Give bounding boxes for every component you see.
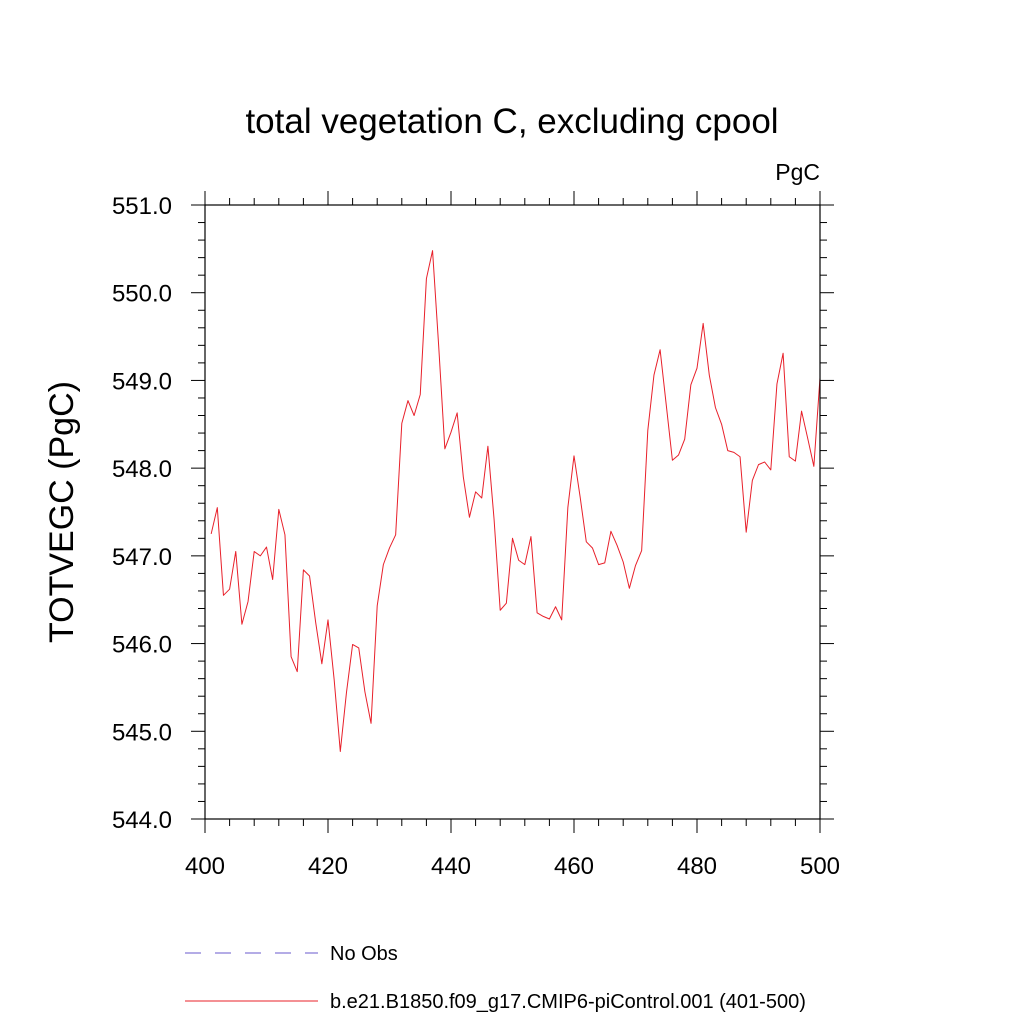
y-tick-label: 548.0 [112,456,172,483]
series-layer [210,250,821,752]
units-label: PgC [775,159,820,185]
x-tick-label: 480 [677,853,717,880]
y-tick-label: 549.0 [112,368,172,395]
axis-ticks [191,191,834,833]
legend-label-no-obs: No Obs [330,943,398,965]
x-tick-label: 440 [431,853,471,880]
y-tick-label: 546.0 [112,632,172,659]
tick-labels: 400 420 440 460 480 500 544.0 545.0 546.0 547.0 54… [112,193,840,880]
x-tick-label: 400 [185,853,225,880]
chart-title: total vegetation C, excluding cpool [245,102,778,141]
y-tick-label: 547.0 [112,544,172,571]
x-tick-label: 500 [800,853,840,880]
y-tick-label: 551.0 [112,193,172,220]
series-line-0 [210,250,821,752]
plot-frame [204,204,821,820]
y-tick-label: 545.0 [112,719,172,746]
y-tick-label: 550.0 [112,281,172,308]
legend: No Obs b.e21.B1850.f09_g17.CMIP6-piContr… [185,943,806,1013]
x-tick-label: 460 [554,853,594,880]
y-axis-label: TOTVEGC (PgC) [43,381,81,643]
legend-label-control-run: b.e21.B1850.f09_g17.CMIP6-piControl.001 … [330,991,806,1013]
y-tick-label: 544.0 [112,807,172,834]
x-tick-label: 420 [308,853,348,880]
